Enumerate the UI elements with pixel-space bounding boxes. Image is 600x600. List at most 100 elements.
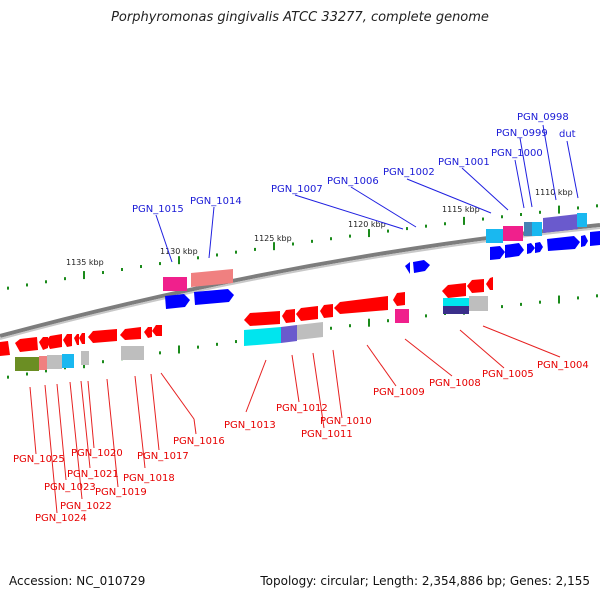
feature-box[interactable] xyxy=(191,269,233,287)
feature-box[interactable] xyxy=(39,356,47,370)
tick-major xyxy=(178,256,180,265)
gene-label-reverse[interactable]: PGN_1005 xyxy=(482,369,534,380)
gene-label-forward[interactable]: PGN_0999 xyxy=(496,128,548,139)
gene-forward[interactable] xyxy=(405,262,410,274)
gene-reverse[interactable] xyxy=(0,341,10,356)
gene-forward[interactable] xyxy=(590,231,600,246)
gene-label-forward[interactable]: PGN_1014 xyxy=(190,196,242,207)
gene-label-forward[interactable]: PGN_1002 xyxy=(383,167,435,178)
feature-box[interactable] xyxy=(486,229,503,243)
feature-box[interactable] xyxy=(443,298,469,306)
tick-minor xyxy=(7,375,9,379)
gene-label-reverse[interactable]: PGN_1004 xyxy=(537,360,589,371)
gene-label-reverse[interactable]: PGN_1025 xyxy=(13,454,65,465)
tick-minor xyxy=(197,256,199,260)
leader-line xyxy=(459,329,505,369)
feature-box[interactable] xyxy=(281,325,297,343)
gene-reverse[interactable] xyxy=(88,329,117,343)
feature-box[interactable] xyxy=(469,296,488,311)
feature-box[interactable] xyxy=(524,222,532,236)
feature-box[interactable] xyxy=(443,306,469,314)
gene-reverse[interactable] xyxy=(296,306,318,321)
gene-reverse[interactable] xyxy=(442,283,466,298)
feature-box[interactable] xyxy=(62,354,74,368)
gene-label-reverse[interactable]: PGN_1009 xyxy=(373,387,425,398)
gene-reverse[interactable] xyxy=(152,325,162,336)
gene-reverse[interactable] xyxy=(120,327,141,340)
leader-line xyxy=(404,338,453,377)
feature-box[interactable] xyxy=(543,214,578,233)
gene-label-reverse[interactable]: PGN_1011 xyxy=(301,429,353,440)
gene-forward[interactable] xyxy=(527,243,535,254)
feature-box[interactable] xyxy=(163,277,187,291)
gene-label-forward[interactable]: PGN_1006 xyxy=(327,176,379,187)
feature-box[interactable] xyxy=(395,309,409,323)
gene-reverse[interactable] xyxy=(282,309,295,323)
gene-forward[interactable] xyxy=(581,235,588,247)
kbp-label: 1110 kbp xyxy=(535,188,573,197)
gene-forward[interactable] xyxy=(535,242,543,253)
gene-label-forward[interactable]: PGN_1001 xyxy=(438,157,490,168)
feature-box[interactable] xyxy=(577,213,587,227)
gene-reverse[interactable] xyxy=(320,304,333,318)
tick-minor xyxy=(406,227,408,231)
gene-reverse[interactable] xyxy=(74,334,79,345)
gene-label-reverse[interactable]: PGN_1012 xyxy=(276,403,328,414)
feature-box[interactable] xyxy=(297,322,323,340)
gene-label-forward[interactable]: dut xyxy=(559,129,576,140)
gene-label-reverse[interactable]: PGN_1022 xyxy=(60,501,112,512)
gene-forward[interactable] xyxy=(490,246,505,260)
gene-forward[interactable] xyxy=(547,236,580,251)
gene-forward[interactable] xyxy=(413,260,430,273)
gene-label-forward[interactable]: PGN_1000 xyxy=(491,148,543,159)
gene-reverse[interactable] xyxy=(15,337,38,352)
gene-reverse[interactable] xyxy=(467,279,484,293)
feature-box[interactable] xyxy=(47,355,62,369)
gene-label-reverse[interactable]: PGN_1019 xyxy=(95,487,147,498)
gene-forward[interactable] xyxy=(165,294,190,309)
gene-forward[interactable] xyxy=(194,289,234,305)
gene-reverse[interactable] xyxy=(334,296,388,314)
gene-label-reverse[interactable]: PGN_1013 xyxy=(224,420,276,431)
feature-box[interactable] xyxy=(121,346,144,360)
gene-label-reverse[interactable]: PGN_1010 xyxy=(320,416,372,427)
gene-reverse[interactable] xyxy=(144,327,152,338)
feature-box[interactable] xyxy=(503,226,523,241)
gene-label-forward[interactable]: PGN_0998 xyxy=(517,112,569,123)
tick-minor xyxy=(64,277,66,281)
leader-line xyxy=(312,352,325,429)
leader-line xyxy=(193,418,197,435)
tick-minor xyxy=(596,204,598,208)
gene-forward[interactable] xyxy=(505,243,524,258)
gene-reverse[interactable] xyxy=(46,334,62,349)
tick-major xyxy=(558,205,560,214)
tick-minor xyxy=(577,296,579,300)
tick-minor xyxy=(7,286,9,290)
gene-label-reverse[interactable]: PGN_1021 xyxy=(67,469,119,480)
tick-minor xyxy=(254,247,256,251)
kbp-label: 1125 kbp xyxy=(254,234,292,243)
tick-major xyxy=(558,295,560,304)
feature-box[interactable] xyxy=(81,351,89,365)
gene-label-reverse[interactable]: PGN_1016 xyxy=(173,436,225,447)
gene-reverse[interactable] xyxy=(39,337,48,350)
gene-reverse[interactable] xyxy=(393,292,405,306)
feature-box[interactable] xyxy=(532,222,542,236)
gene-label-reverse[interactable]: PGN_1020 xyxy=(71,448,123,459)
gene-label-forward[interactable]: PGN_1007 xyxy=(271,184,323,195)
gene-label-reverse[interactable]: PGN_1024 xyxy=(35,513,87,524)
gene-reverse[interactable] xyxy=(244,311,280,326)
gene-label-forward[interactable]: PGN_1015 xyxy=(132,204,184,215)
gene-reverse[interactable] xyxy=(486,277,493,290)
gene-label-reverse[interactable]: PGN_1018 xyxy=(123,473,175,484)
feature-box[interactable] xyxy=(244,327,281,346)
gene-label-reverse[interactable]: PGN_1008 xyxy=(429,378,481,389)
gene-label-reverse[interactable]: PGN_1023 xyxy=(44,482,96,493)
gene-label-reverse[interactable]: PGN_1017 xyxy=(137,451,189,462)
feature-box[interactable] xyxy=(15,357,39,371)
tick-minor xyxy=(26,283,28,287)
gene-reverse[interactable] xyxy=(79,333,85,344)
leader-line xyxy=(134,375,146,469)
gene-reverse[interactable] xyxy=(63,334,72,347)
